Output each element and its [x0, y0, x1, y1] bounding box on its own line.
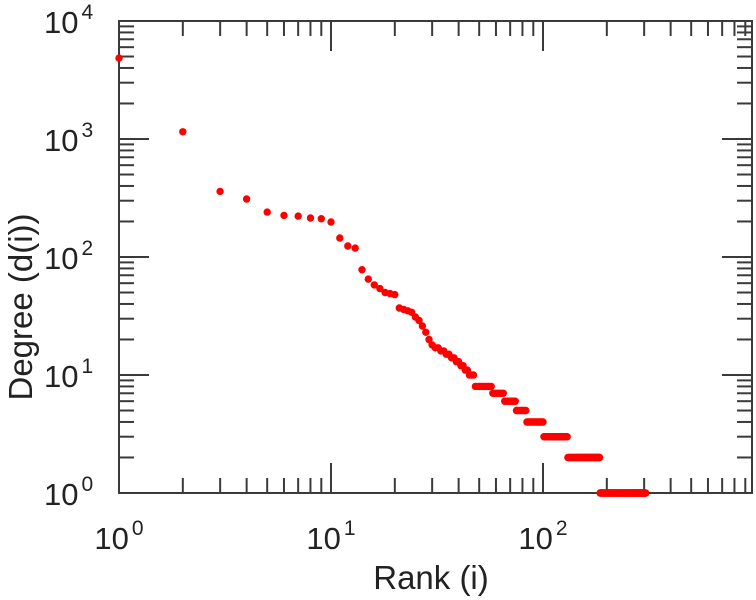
data-point: [469, 371, 478, 379]
y-axis-title: Degree (d(i)): [2, 213, 39, 400]
data-point: [487, 382, 495, 391]
y-tick-label: 10 0: [44, 473, 93, 512]
data-point: [280, 211, 288, 220]
y-tick-label: 10 3: [44, 119, 93, 158]
data-point: [642, 489, 650, 497]
axis-ticks: [118, 20, 752, 494]
data-point: [317, 215, 325, 223]
plot-border: [118, 20, 753, 494]
data-point: [425, 335, 433, 344]
plot-frame: [118, 20, 753, 494]
data-point: [563, 433, 571, 441]
data-point: [415, 316, 423, 325]
x-tick-label: 10 0: [94, 517, 143, 556]
data-point: [376, 284, 384, 293]
data-point: [418, 322, 427, 330]
data-point: [499, 389, 507, 397]
data-point: [364, 275, 372, 283]
data-point: [595, 453, 604, 462]
data-point: [242, 195, 251, 203]
data-point: [511, 397, 519, 405]
y-tick-label: 10 2: [44, 237, 93, 276]
data-point: [370, 281, 378, 289]
data-point: [358, 266, 366, 274]
y-tick-label: 10 4: [44, 1, 93, 40]
data-point: [179, 128, 187, 136]
data-point: [115, 54, 123, 62]
x-tick-label: 10 1: [306, 517, 355, 556]
x-axis-title: Rank (i): [373, 559, 489, 596]
data-point: [344, 242, 352, 250]
data-point: [216, 187, 224, 196]
data-point: [539, 418, 547, 426]
data-point: [522, 406, 530, 415]
data-point: [263, 208, 271, 216]
data-point: [327, 218, 335, 226]
data-points: [115, 54, 650, 497]
y-tick-label: 10 1: [44, 355, 93, 394]
data-point: [306, 214, 315, 222]
x-tick-label: 10 2: [518, 517, 567, 556]
data-point: [351, 244, 359, 252]
data-point: [294, 212, 302, 220]
data-point: [422, 328, 430, 336]
data-point: [336, 234, 344, 242]
tick-labels: 10 0 10 1 10 2 10 0 10 1 10 2 10 3 10 4: [44, 1, 568, 556]
data-point: [391, 290, 399, 299]
